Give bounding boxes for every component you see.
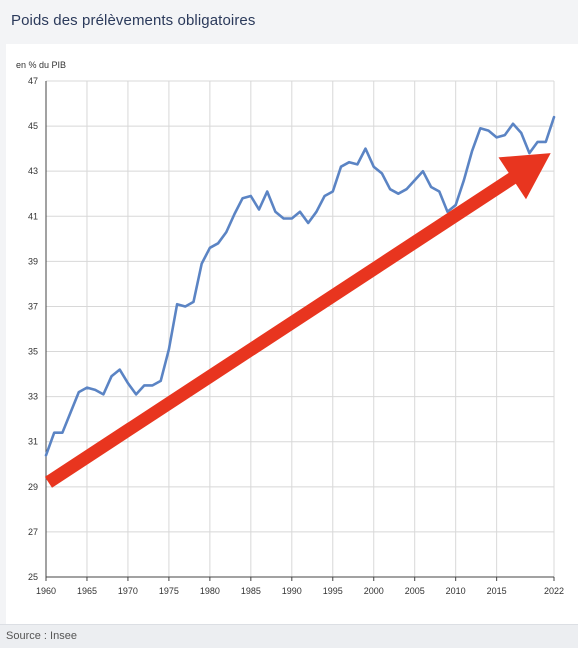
y-tick-label: 35	[28, 347, 38, 357]
series-line	[44, 115, 556, 457]
source-note: Source : Insee	[6, 630, 77, 642]
x-tick-label: 2000	[364, 586, 384, 596]
y-tick-label: 39	[28, 256, 38, 266]
footer-bar: Source : Insee	[0, 624, 578, 648]
x-tick-label: 2005	[405, 586, 425, 596]
y-tick-label: 27	[28, 527, 38, 537]
x-tick-label: 1990	[282, 586, 302, 596]
y-tick-label: 33	[28, 392, 38, 402]
x-tick-label: 2015	[487, 586, 507, 596]
chart-series	[44, 115, 556, 457]
x-tick-label: 1965	[77, 586, 97, 596]
y-tick-label: 31	[28, 437, 38, 447]
x-tick-label: 2022	[544, 586, 564, 596]
x-tick-label: 1995	[323, 586, 343, 596]
chart-axes	[45, 81, 555, 581]
y-tick-label: 29	[28, 482, 38, 492]
x-tick-label: 1960	[36, 586, 56, 596]
x-tick-label: 1970	[118, 586, 138, 596]
page-title: Poids des prélèvements obligatoires	[11, 12, 256, 29]
x-tick-label: 1980	[200, 586, 220, 596]
chart-panel: 25 27 29 31 33 35 37 39 41 43 45 47 1960 1965 1970 1975…	[6, 44, 578, 624]
x-tick-label: 1985	[241, 586, 261, 596]
y-tick-label: 45	[28, 121, 38, 131]
y-axis-label: en % du PIB	[16, 60, 66, 70]
chart-annotations	[44, 153, 551, 488]
trend-arrow	[44, 153, 551, 488]
y-tick-label: 47	[28, 76, 38, 86]
line-chart: 25 27 29 31 33 35 37 39 41 43 45 47 1960 1965 1970 1975…	[16, 60, 564, 596]
y-tick-label: 43	[28, 166, 38, 176]
chart-grid	[46, 80, 555, 577]
y-tick-label: 41	[28, 211, 38, 221]
x-tick-label: 1975	[159, 586, 179, 596]
tick-labels: 25 27 29 31 33 35 37 39 41 43 45 47 1960 1965 1970 1975…	[28, 76, 564, 596]
y-tick-label: 37	[28, 301, 38, 311]
x-tick-label: 2010	[446, 586, 466, 596]
y-tick-label: 25	[28, 572, 38, 582]
